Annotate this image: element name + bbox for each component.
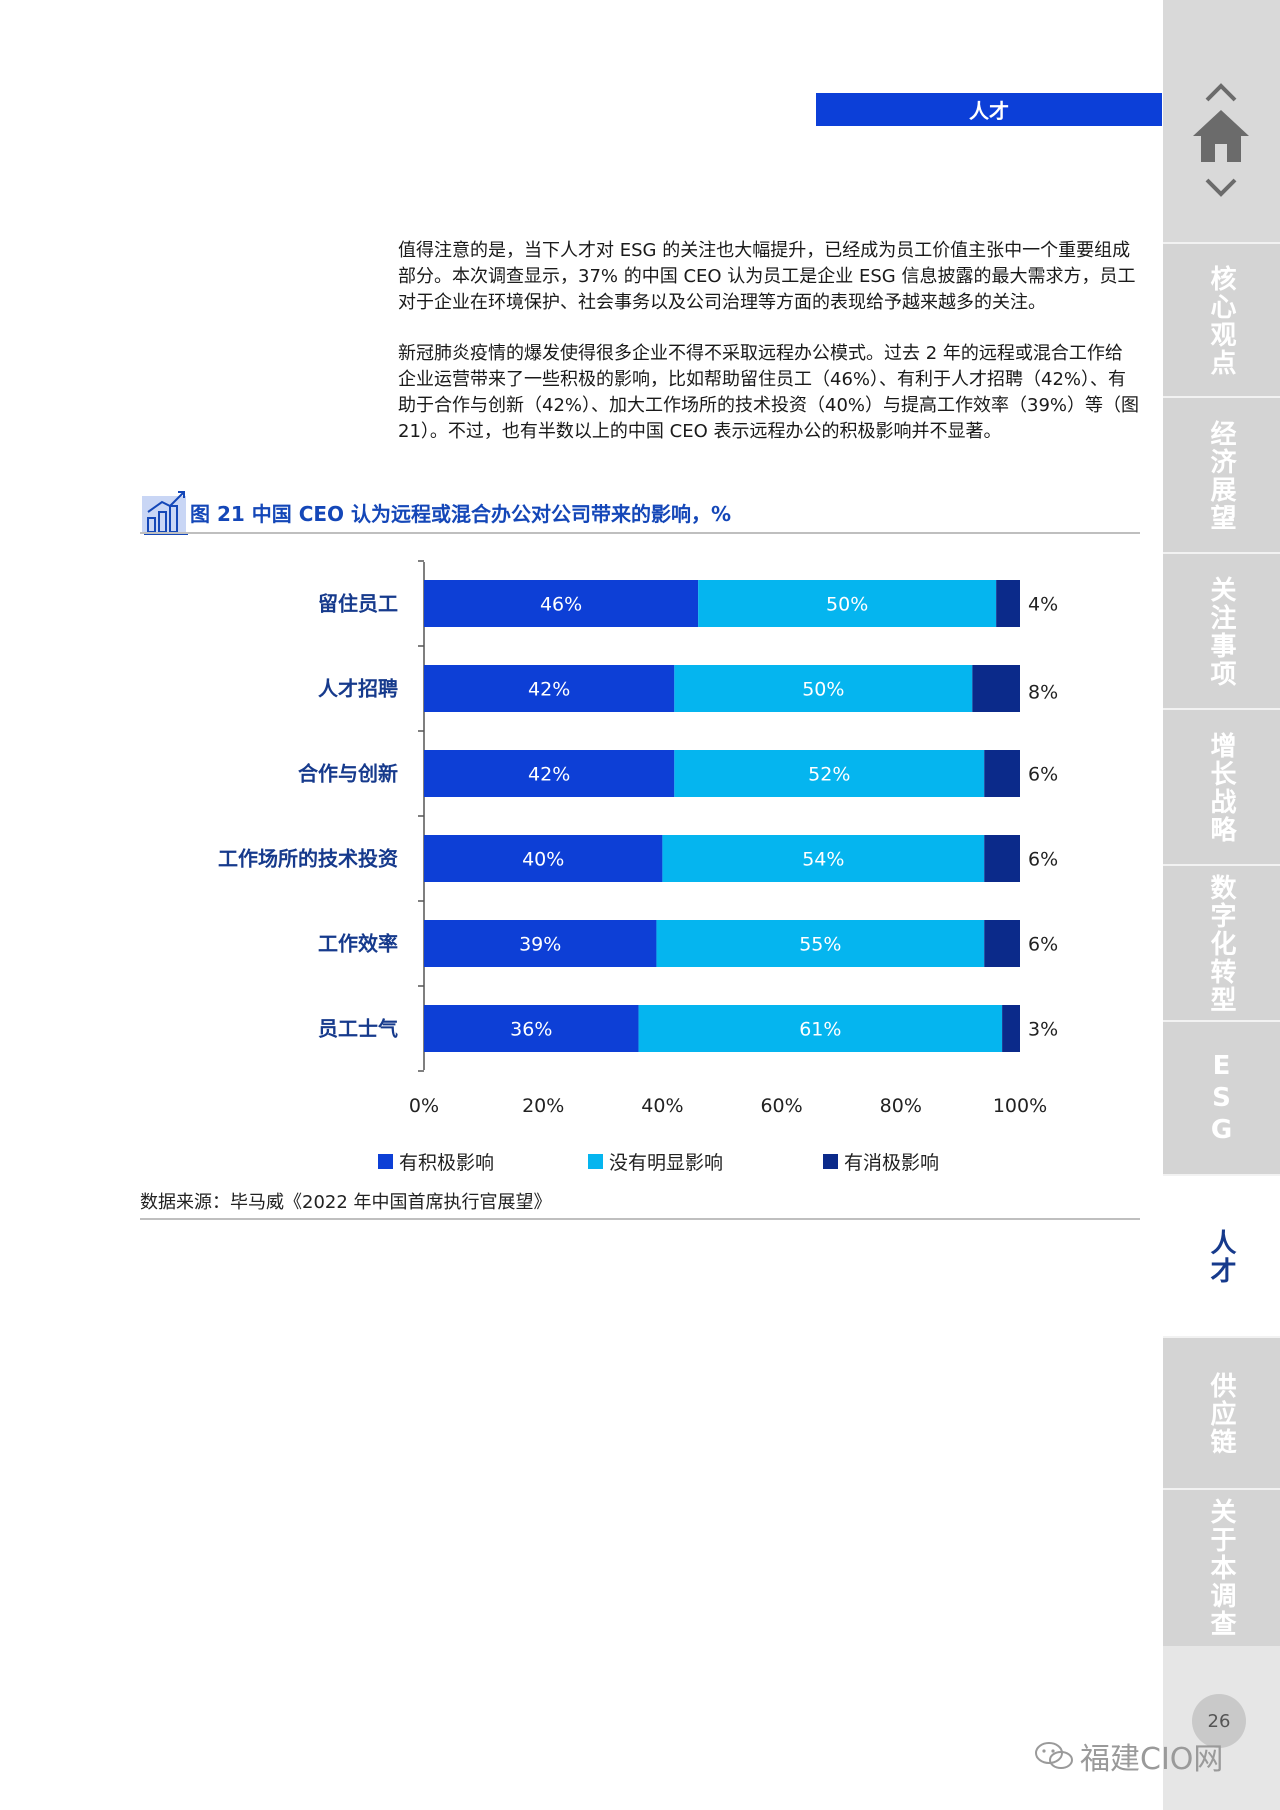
sidebar-item-7[interactable]: 人才 [1163, 1174, 1280, 1338]
category-label: 工作场所的技术投资 [218, 847, 398, 871]
page-number: 26 [1192, 1694, 1246, 1748]
bar-value-label: 42% [528, 679, 570, 701]
legend-label-negative: 有消极影响 [844, 1152, 940, 1174]
bar-segment-negative [984, 920, 1020, 967]
sidebar-item-6[interactable]: ESG [1163, 1020, 1280, 1176]
category-label: 合作与创新 [298, 762, 398, 786]
x-tick-label: 40% [641, 1095, 683, 1117]
bar-value-label: 39% [519, 934, 561, 956]
bar-segment-positive [424, 920, 657, 967]
nav-controls [1163, 0, 1280, 242]
watermark-text: 福建CIO网 [1080, 1742, 1224, 1777]
figure-header: 图 21 中国 CEO 认为远程或混合办公对公司带来的影响，% [140, 488, 1140, 538]
x-tick-label: 20% [522, 1095, 564, 1117]
legend-swatch-positive [378, 1154, 393, 1169]
bar-segment-positive [424, 580, 699, 627]
sidebar-item-label: 关注事项 [1206, 576, 1236, 688]
bar-segment-neutral [656, 920, 985, 967]
sidebar-item-label: 经济展望 [1206, 420, 1236, 532]
category-label: 员工士气 [318, 1017, 398, 1041]
bar-value-label: 50% [826, 594, 868, 616]
sidebar-item-5[interactable]: 数字化转型 [1163, 864, 1280, 1022]
x-tick-label: 0% [409, 1095, 439, 1117]
bar-value-label: 8% [1028, 682, 1058, 704]
figure-source: 数据来源：毕马威《2022 年中国首席执行官展望》 [140, 1192, 552, 1213]
legend-swatch-negative [823, 1154, 838, 1169]
sidebar-item-8[interactable]: 供应链 [1163, 1336, 1280, 1490]
bar-value-label: 52% [808, 764, 850, 786]
section-tag: 人才 [816, 93, 1162, 126]
category-label: 工作效率 [318, 932, 398, 956]
category-label: 人才招聘 [318, 677, 398, 701]
chevron-down-icon[interactable] [1163, 170, 1280, 210]
sidebar-item-4[interactable]: 增长战略 [1163, 708, 1280, 866]
bar-segment-positive [424, 1005, 639, 1052]
bar-value-label: 61% [799, 1019, 841, 1041]
bar-segment-neutral [638, 1005, 1003, 1052]
bar-value-label: 6% [1028, 934, 1058, 956]
sidebar-item-label: 核心观点 [1206, 265, 1236, 377]
sidebar-item-1[interactable]: 核心观点 [1163, 242, 1280, 398]
legend-swatch-neutral [588, 1154, 603, 1169]
sidebar-item-2[interactable]: 经济展望 [1163, 396, 1280, 554]
x-tick-label: 100% [993, 1095, 1047, 1117]
chevron-up-icon[interactable] [1163, 72, 1280, 112]
sidebar-item-label: 关于本调查 [1206, 1498, 1236, 1638]
body-paragraph-1: 值得注意的是，当下人才对 ESG 的关注也大幅提升，已经成为员工价值主张中一个重… [398, 240, 1136, 313]
wechat-icon [1035, 1742, 1073, 1769]
bar-segment-negative [984, 750, 1020, 797]
sidebar-item-label: ESG [1206, 1051, 1237, 1147]
sidebar-item-9[interactable]: 关于本调查 [1163, 1488, 1280, 1646]
x-tick-label: 80% [880, 1095, 922, 1117]
bar-segment-neutral [662, 835, 985, 882]
bar-value-label: 54% [802, 849, 844, 871]
bar-segment-positive [424, 835, 663, 882]
sidebar-item-label: 人才 [1206, 1229, 1236, 1285]
bar-value-label: 6% [1028, 764, 1058, 786]
bar-segment-negative [972, 665, 1020, 712]
bar-chart-icon [142, 491, 188, 535]
body-paragraph-2: 新冠肺炎疫情的爆发使得很多企业不得不采取远程办公模式。过去 2 年的远程或混合工… [398, 343, 1140, 442]
bar-value-label: 36% [510, 1019, 552, 1041]
bar-value-label: 4% [1028, 594, 1058, 616]
sidebar-item-label: 数字化转型 [1206, 874, 1236, 1014]
bar-value-label: 3% [1028, 1019, 1058, 1041]
source-rule [140, 1218, 1140, 1220]
sidebar-item-label: 供应链 [1206, 1372, 1236, 1456]
legend-label-positive: 有积极影响 [399, 1152, 495, 1174]
bar-segment-negative [996, 580, 1020, 627]
sidebar-nav: 核心观点经济展望关注事项增长战略数字化转型 ESG 人才供应链关于本调查 [1163, 0, 1280, 1810]
stacked-bar-chart: 留住员工 46% 50% 4% 人才招聘 42% 50% 8% 合作与创新 42% 52% 6% 工作场… [218, 560, 1058, 1117]
bar-segment-negative [984, 835, 1020, 882]
watermark: 福建CIO网 [1034, 1734, 1223, 1778]
bar-segment-positive [424, 750, 675, 797]
legend-label-neutral: 没有明显影响 [609, 1152, 724, 1174]
legend-item-negative: 有消极影响 [823, 1148, 939, 1175]
chart-legend: 有积极影响 没有明显影响 有消极影响 [378, 1148, 939, 1175]
bar-value-label: 42% [528, 764, 570, 786]
bar-value-label: 50% [802, 679, 844, 701]
bar-segment-neutral [674, 665, 973, 712]
bar-segment-negative [1002, 1005, 1020, 1052]
bar-segment-positive [424, 665, 675, 712]
bar-value-label: 46% [540, 594, 582, 616]
figure-rule [140, 532, 1140, 534]
legend-item-neutral: 没有明显影响 [588, 1148, 823, 1175]
figure-title: 图 21 中国 CEO 认为远程或混合办公对公司带来的影响，% [190, 502, 732, 526]
legend-item-positive: 有积极影响 [378, 1148, 588, 1175]
bar-segment-neutral [698, 580, 997, 627]
sidebar-item-label: 增长战略 [1206, 732, 1236, 844]
bar-value-label: 55% [799, 934, 841, 956]
bar-value-label: 6% [1028, 849, 1058, 871]
category-label: 留住员工 [318, 592, 398, 616]
bar-value-label: 40% [522, 849, 564, 871]
bar-segment-neutral [674, 750, 985, 797]
sidebar-item-3[interactable]: 关注事项 [1163, 552, 1280, 710]
home-icon[interactable] [1163, 104, 1280, 168]
x-tick-label: 60% [760, 1095, 802, 1117]
